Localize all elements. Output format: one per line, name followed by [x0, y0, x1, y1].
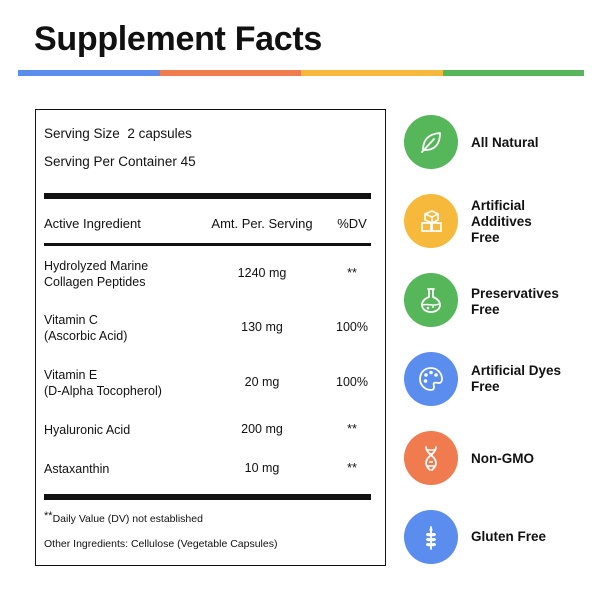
ingredient-name-line: Hyaluronic Acid — [44, 423, 131, 437]
table-row: Astaxanthin 10 mg ** — [36, 461, 387, 501]
ingredient-amount: 1240 mg — [237, 266, 287, 280]
stripe-blue — [18, 70, 160, 76]
badge-label: Artificial Additives Free — [471, 198, 532, 246]
supplement-facts-panel: Serving Size 2 capsules Serving Per Cont… — [35, 109, 386, 566]
header-amount: Amt. Per. Serving — [211, 216, 313, 231]
footnote-text: Daily Value (DV) not established — [52, 513, 203, 525]
thick-divider — [44, 193, 371, 199]
artificial-dyes-badge — [404, 352, 458, 406]
ingredient-name: Vitamin C (Ascorbic Acid) — [44, 312, 127, 344]
table-row: Vitamin E (D-Alpha Tocopherol) 20 mg 100… — [36, 367, 387, 407]
palette-icon — [419, 367, 443, 391]
ingredient-name-line: Vitamin E — [44, 368, 98, 382]
header-dv: %DV — [337, 216, 367, 231]
table-row: Hyaluronic Acid 200 mg ** — [36, 422, 387, 462]
ingredient-name-line: (D-Alpha Tocopherol) — [44, 384, 162, 398]
badge-label-line: Additives — [471, 214, 532, 229]
sugar-cubes-icon — [421, 210, 442, 232]
badge-label-line: Free — [471, 230, 500, 245]
wheat-icon — [426, 526, 436, 550]
ingredient-name: Astaxanthin — [44, 461, 109, 477]
header-divider — [44, 243, 371, 246]
gluten-free-badge — [404, 510, 458, 564]
flask-icon — [421, 288, 441, 313]
ingredient-name-line: Collagen Peptides — [44, 275, 146, 289]
footnote-mark: ** — [44, 510, 53, 522]
non-gmo-badge — [404, 431, 458, 485]
servings-per-container: Serving Per Container 45 — [44, 154, 196, 169]
badge-label: All Natural — [471, 135, 539, 151]
table-row: Vitamin C (Ascorbic Acid) 130 mg 100% — [36, 312, 387, 352]
ingredient-amount: 130 mg — [241, 320, 283, 334]
table-row: Hydrolyzed Marine Collagen Peptides 1240… — [36, 258, 387, 298]
ingredient-name: Hydrolyzed Marine Collagen Peptides — [44, 258, 148, 290]
serving-size: Serving Size 2 capsules — [44, 126, 192, 141]
ingredient-dv: ** — [347, 266, 357, 280]
artificial-additives-badge — [404, 194, 458, 248]
ingredient-name: Hyaluronic Acid — [44, 422, 130, 438]
ingredient-dv: ** — [347, 461, 357, 475]
badge-label-line: Non-GMO — [471, 451, 534, 466]
ingredient-name-line: (Ascorbic Acid) — [44, 329, 128, 343]
preservatives-badge — [404, 273, 458, 327]
badge-label-line: Artificial Dyes — [471, 363, 562, 378]
badge-label-line: All Natural — [471, 135, 539, 150]
serving-size-value: 2 capsules — [127, 126, 192, 141]
page-title: Supplement Facts — [34, 20, 323, 58]
badge-label: Artificial Dyes Free — [471, 363, 561, 395]
dna-icon — [425, 446, 437, 471]
stripe-yellow — [301, 70, 443, 76]
footnote: **Daily Value (DV) not established — [44, 510, 203, 525]
badge-label-line: Preservatives — [471, 286, 559, 301]
serving-size-label: Serving Size — [44, 126, 120, 141]
badge-label-line: Artificial — [471, 198, 526, 213]
badge-label-line: Free — [471, 379, 500, 394]
stripe-orange — [159, 70, 301, 76]
ingredient-dv: ** — [347, 422, 357, 436]
color-stripe — [18, 70, 584, 76]
ingredient-name-line: Astaxanthin — [44, 462, 110, 476]
ingredient-name-line: Hydrolyzed Marine — [44, 259, 149, 273]
other-ingredients: Other Ingredients: Cellulose (Vegetable … — [44, 538, 278, 550]
badge-label-line: Free — [471, 302, 500, 317]
ingredient-name-line: Vitamin C — [44, 313, 98, 327]
stripe-green — [442, 70, 584, 76]
leaf-icon — [421, 132, 441, 153]
ingredient-amount: 20 mg — [244, 375, 280, 389]
ingredient-name: Vitamin E (D-Alpha Tocopherol) — [44, 367, 162, 399]
ingredient-dv: 100% — [336, 320, 368, 334]
ingredient-amount: 200 mg — [241, 422, 283, 436]
badge-label: Gluten Free — [471, 529, 546, 545]
header-ingredient: Active Ingredient — [44, 216, 141, 231]
bottom-thick-divider — [44, 494, 371, 500]
ingredient-dv: 100% — [336, 375, 368, 389]
badge-label-line: Gluten Free — [471, 529, 547, 544]
badge-label: Non-GMO — [471, 451, 534, 467]
ingredient-amount: 10 mg — [244, 461, 280, 475]
badge-label: Preservatives Free — [471, 286, 559, 318]
all-natural-badge — [404, 115, 458, 169]
